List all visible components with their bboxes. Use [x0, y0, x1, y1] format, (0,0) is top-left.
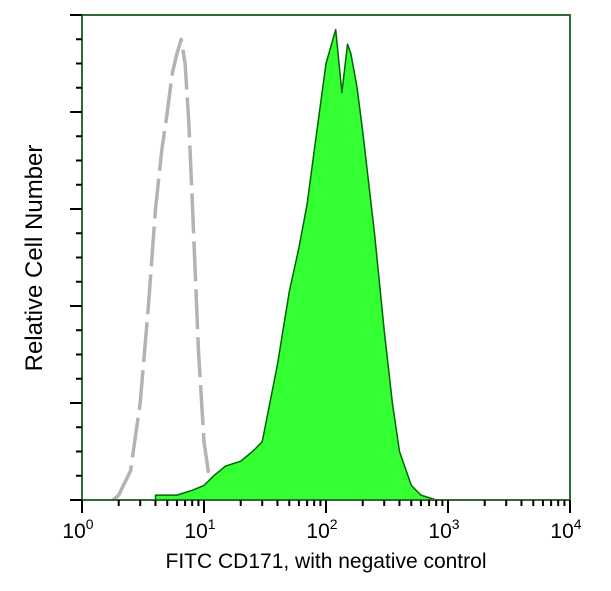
x-tick-label: 103 [428, 516, 459, 543]
control-histogram [111, 37, 242, 502]
x-tick-label: 101 [184, 516, 215, 543]
y-axis-label: Relative Cell Number [21, 145, 48, 372]
x-tick-label: 100 [62, 516, 93, 543]
sample-histogram [154, 28, 437, 501]
x-tick-label: 102 [306, 516, 337, 543]
x-tick-label: 104 [550, 516, 581, 543]
x-axis-label: FITC CD171, with negative control [166, 550, 487, 573]
